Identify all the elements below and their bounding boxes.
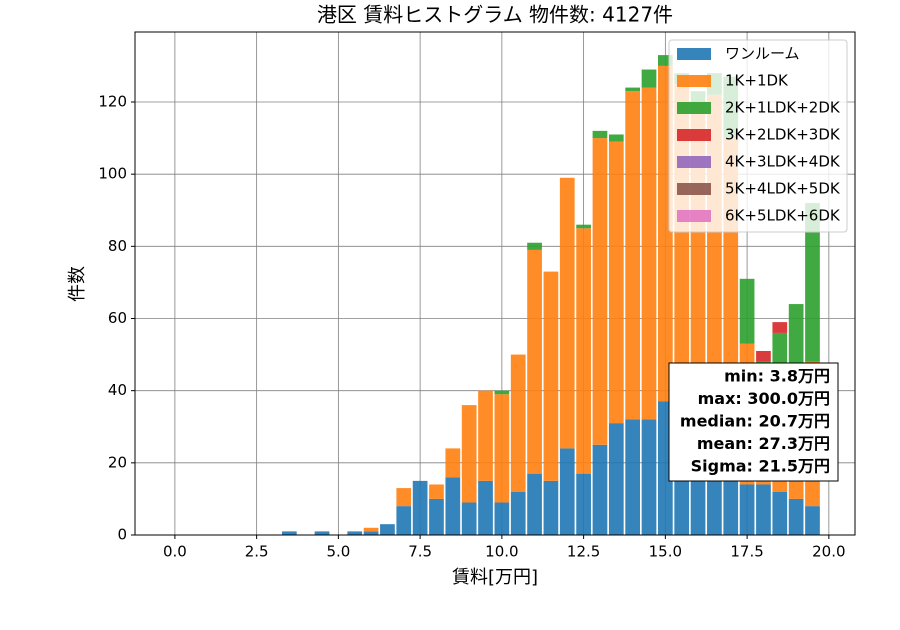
x-tick-label: 5.0 bbox=[326, 543, 350, 561]
bar bbox=[756, 484, 771, 535]
y-tick-label: 100 bbox=[98, 165, 127, 183]
bar bbox=[380, 524, 395, 535]
legend-label: 6K+5LDK+6DK bbox=[725, 207, 841, 225]
bar bbox=[805, 506, 820, 535]
bar bbox=[527, 473, 542, 535]
bar bbox=[772, 322, 788, 333]
bar bbox=[478, 390, 493, 481]
bar bbox=[510, 491, 526, 535]
stats-line: median: 20.7万円 bbox=[680, 412, 830, 431]
legend-label: ワンルーム bbox=[725, 45, 800, 63]
bar bbox=[592, 138, 608, 445]
x-tick-label: 20.0 bbox=[812, 543, 845, 561]
bar bbox=[461, 405, 477, 503]
bar bbox=[739, 484, 755, 535]
bar bbox=[625, 87, 641, 92]
legend-swatch bbox=[677, 75, 711, 87]
legend-swatch bbox=[677, 48, 711, 60]
bar bbox=[527, 249, 542, 474]
bar bbox=[625, 419, 641, 535]
stats-line: Sigma: 21.5万円 bbox=[691, 457, 830, 476]
x-tick-label: 2.5 bbox=[245, 543, 269, 561]
bar bbox=[641, 419, 657, 535]
bar bbox=[478, 480, 493, 535]
x-tick-label: 15.0 bbox=[649, 543, 682, 561]
bar bbox=[559, 177, 575, 449]
stats-line: max: 300.0万円 bbox=[698, 389, 830, 408]
y-tick-label: 120 bbox=[98, 93, 127, 111]
bar bbox=[592, 130, 608, 139]
bar bbox=[657, 55, 673, 66]
x-tick-label: 7.5 bbox=[408, 543, 432, 561]
bar bbox=[576, 228, 591, 474]
legend: ワンルーム 1K+1DK 2K+1LDK+2DK 3K+2LDK+3DK 4K+3LDK… bbox=[668, 39, 848, 233]
bar bbox=[396, 488, 412, 507]
x-tick-label: 10.0 bbox=[485, 543, 518, 561]
y-axis-label: 件数 bbox=[67, 266, 88, 302]
bar bbox=[445, 448, 461, 478]
legend-label: 4K+3LDK+4DK bbox=[725, 153, 841, 171]
x-tick-label: 0.0 bbox=[163, 543, 187, 561]
bar bbox=[788, 498, 804, 535]
bar bbox=[527, 242, 542, 250]
bar bbox=[461, 502, 477, 535]
stats-box bbox=[668, 362, 839, 482]
legend-swatch bbox=[677, 102, 711, 114]
y-tick-label: 60 bbox=[108, 309, 127, 327]
bar bbox=[396, 506, 412, 535]
y-tick-label: 40 bbox=[108, 381, 127, 399]
y-tick-label: 20 bbox=[108, 453, 127, 471]
bar bbox=[559, 448, 575, 535]
bar bbox=[494, 390, 510, 395]
bar bbox=[347, 531, 363, 535]
bar bbox=[363, 527, 379, 532]
plot-frame bbox=[134, 31, 856, 536]
bar bbox=[641, 69, 657, 88]
stats-line: min: 3.8万円 bbox=[724, 367, 830, 386]
bar bbox=[608, 141, 624, 424]
bar bbox=[608, 423, 624, 535]
x-tick-label: 17.5 bbox=[730, 543, 763, 561]
bar bbox=[739, 278, 755, 344]
bar bbox=[756, 480, 771, 485]
legend-swatch bbox=[677, 156, 711, 168]
x-tick-label: 12.5 bbox=[567, 543, 600, 561]
bar bbox=[625, 91, 641, 420]
bar bbox=[314, 531, 330, 535]
chart-title: 港区 賃料ヒストグラム 物件数: 4127件 bbox=[317, 3, 673, 27]
bar bbox=[494, 394, 510, 503]
bar bbox=[576, 224, 591, 229]
bar bbox=[445, 477, 461, 535]
bar bbox=[608, 134, 624, 142]
legend-box bbox=[668, 39, 848, 233]
bar bbox=[641, 87, 657, 420]
bar bbox=[756, 350, 771, 362]
bar bbox=[805, 203, 820, 362]
bar bbox=[543, 271, 559, 481]
bar bbox=[592, 444, 608, 535]
bar bbox=[510, 354, 526, 492]
y-tick-label: 80 bbox=[108, 237, 127, 255]
bar bbox=[281, 531, 297, 535]
bar bbox=[543, 480, 559, 535]
bar bbox=[576, 473, 591, 535]
bar bbox=[412, 480, 428, 535]
bar bbox=[429, 484, 444, 499]
legend-label: 1K+1DK bbox=[725, 72, 789, 90]
stats-line: mean: 27.3万円 bbox=[697, 434, 830, 453]
bar bbox=[429, 498, 444, 535]
legend-label: 2K+1LDK+2DK bbox=[725, 99, 841, 117]
legend-swatch bbox=[677, 210, 711, 222]
bar bbox=[772, 491, 788, 535]
legend-swatch bbox=[677, 129, 711, 141]
y-tick-label: 0 bbox=[117, 526, 127, 544]
legend-label: 5K+4LDK+5DK bbox=[725, 180, 841, 198]
bar bbox=[363, 531, 379, 535]
legend-label: 3K+2LDK+3DK bbox=[725, 126, 841, 144]
legend-swatch bbox=[677, 183, 711, 195]
bar bbox=[494, 502, 510, 535]
x-axis-label: 賃料[万円] bbox=[452, 567, 538, 588]
